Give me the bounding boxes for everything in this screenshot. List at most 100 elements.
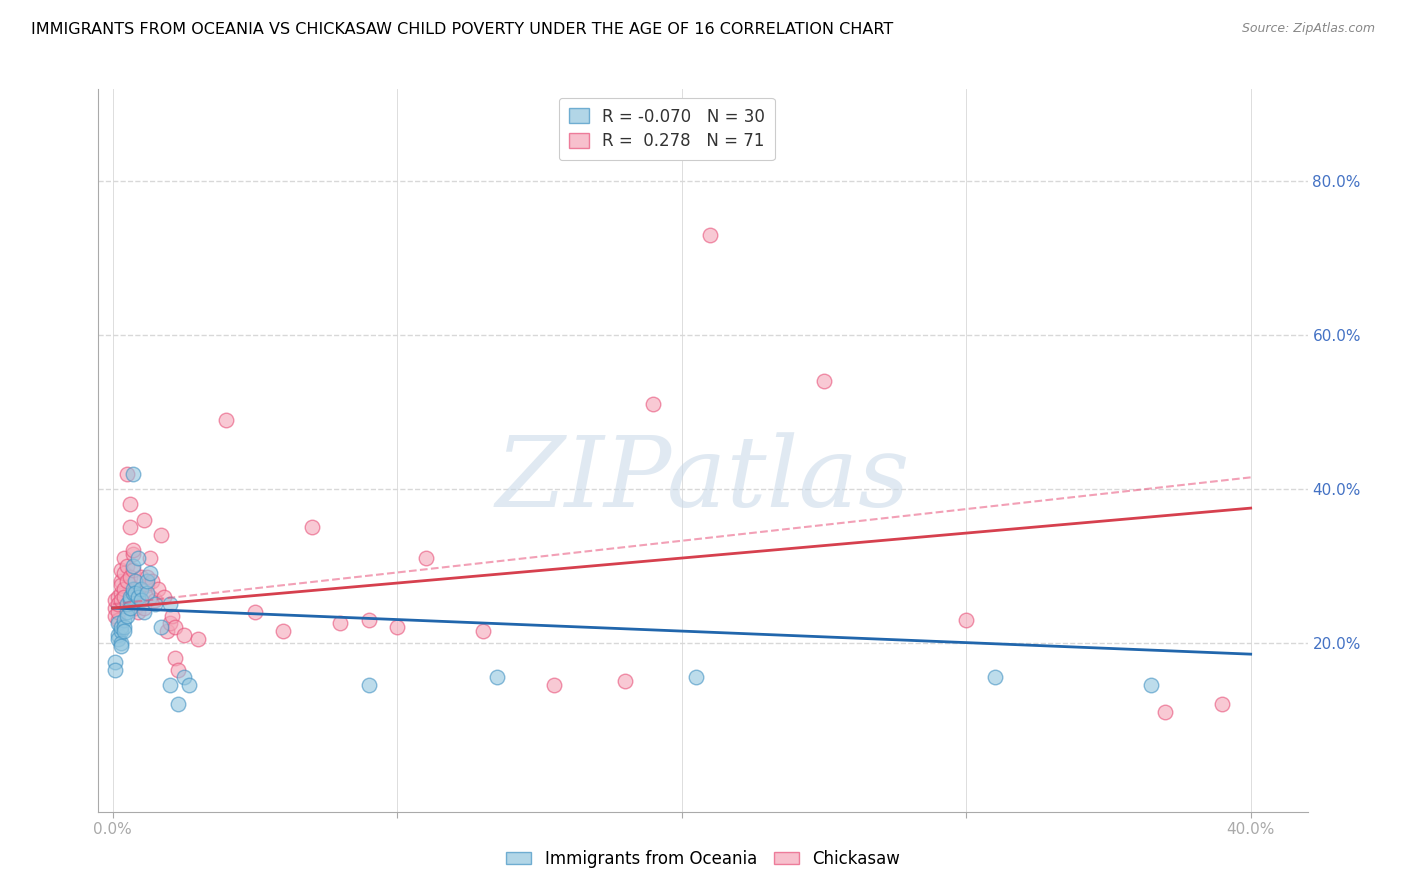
Point xyxy=(110,585,132,599)
Point xyxy=(159,597,181,611)
Point xyxy=(129,570,152,584)
Point xyxy=(165,651,187,665)
Point xyxy=(107,628,129,642)
Point xyxy=(107,613,129,627)
Text: ZIPatlas: ZIPatlas xyxy=(496,432,910,527)
Point xyxy=(121,558,143,573)
Point xyxy=(115,574,138,588)
Point xyxy=(110,635,132,649)
Point xyxy=(1211,697,1233,711)
Point xyxy=(129,593,152,607)
Point xyxy=(159,616,181,631)
Point xyxy=(121,547,143,561)
Point xyxy=(156,624,179,639)
Point xyxy=(215,413,238,427)
Point xyxy=(543,678,565,692)
Point xyxy=(138,566,160,581)
Point xyxy=(415,551,437,566)
Legend: Immigrants from Oceania, Chickasaw: Immigrants from Oceania, Chickasaw xyxy=(499,844,907,875)
Point xyxy=(955,613,977,627)
Point xyxy=(132,605,155,619)
Point xyxy=(162,608,184,623)
Point xyxy=(167,697,190,711)
Point xyxy=(104,663,127,677)
Point xyxy=(146,582,169,596)
Text: IMMIGRANTS FROM OCEANIA VS CHICKASAW CHILD POVERTY UNDER THE AGE OF 16 CORRELATI: IMMIGRANTS FROM OCEANIA VS CHICKASAW CHI… xyxy=(31,22,893,37)
Point xyxy=(132,601,155,615)
Point xyxy=(138,551,160,566)
Point xyxy=(301,520,323,534)
Point xyxy=(135,585,157,599)
Point xyxy=(150,620,173,634)
Point xyxy=(112,613,135,627)
Point xyxy=(118,570,141,584)
Legend: R = -0.070   N = 30, R =  0.278   N = 71: R = -0.070 N = 30, R = 0.278 N = 71 xyxy=(558,97,775,161)
Point xyxy=(104,608,127,623)
Point xyxy=(104,655,127,669)
Point xyxy=(121,543,143,558)
Point xyxy=(699,228,721,243)
Point xyxy=(471,624,494,639)
Point xyxy=(121,585,143,599)
Point xyxy=(127,605,149,619)
Point xyxy=(167,663,190,677)
Point xyxy=(485,670,508,684)
Point xyxy=(329,616,352,631)
Point xyxy=(143,593,166,607)
Point xyxy=(150,528,173,542)
Point xyxy=(243,605,266,619)
Point xyxy=(115,608,138,623)
Point xyxy=(685,670,707,684)
Point xyxy=(110,563,132,577)
Point xyxy=(104,601,127,615)
Point xyxy=(357,613,380,627)
Point xyxy=(1140,678,1163,692)
Point xyxy=(127,593,149,607)
Point xyxy=(112,590,135,604)
Point xyxy=(112,566,135,581)
Point xyxy=(107,597,129,611)
Point xyxy=(121,467,143,481)
Point xyxy=(187,632,209,646)
Point xyxy=(143,597,166,611)
Point xyxy=(110,640,132,654)
Point xyxy=(165,620,187,634)
Point xyxy=(135,574,157,588)
Point xyxy=(179,678,201,692)
Point xyxy=(127,590,149,604)
Point xyxy=(357,678,380,692)
Point xyxy=(121,563,143,577)
Point xyxy=(813,374,835,388)
Point xyxy=(110,593,132,607)
Point xyxy=(613,674,636,689)
Point xyxy=(159,678,181,692)
Point xyxy=(115,558,138,573)
Point xyxy=(118,590,141,604)
Point xyxy=(129,582,152,596)
Point xyxy=(107,632,129,646)
Point xyxy=(118,497,141,511)
Point xyxy=(104,593,127,607)
Text: Source: ZipAtlas.com: Source: ZipAtlas.com xyxy=(1241,22,1375,36)
Point xyxy=(112,624,135,639)
Point xyxy=(129,593,152,607)
Point xyxy=(110,578,132,592)
Point xyxy=(273,624,295,639)
Point xyxy=(983,670,1005,684)
Point xyxy=(127,551,149,566)
Point xyxy=(124,585,146,599)
Point xyxy=(135,570,157,584)
Point xyxy=(153,590,176,604)
Point xyxy=(124,601,146,615)
Point xyxy=(118,593,141,607)
Point xyxy=(173,628,195,642)
Point xyxy=(173,670,195,684)
Point xyxy=(643,397,665,411)
Point xyxy=(112,582,135,596)
Point xyxy=(107,605,129,619)
Point xyxy=(135,578,157,592)
Point xyxy=(121,582,143,596)
Point xyxy=(112,620,135,634)
Point xyxy=(110,574,132,588)
Point xyxy=(124,574,146,588)
